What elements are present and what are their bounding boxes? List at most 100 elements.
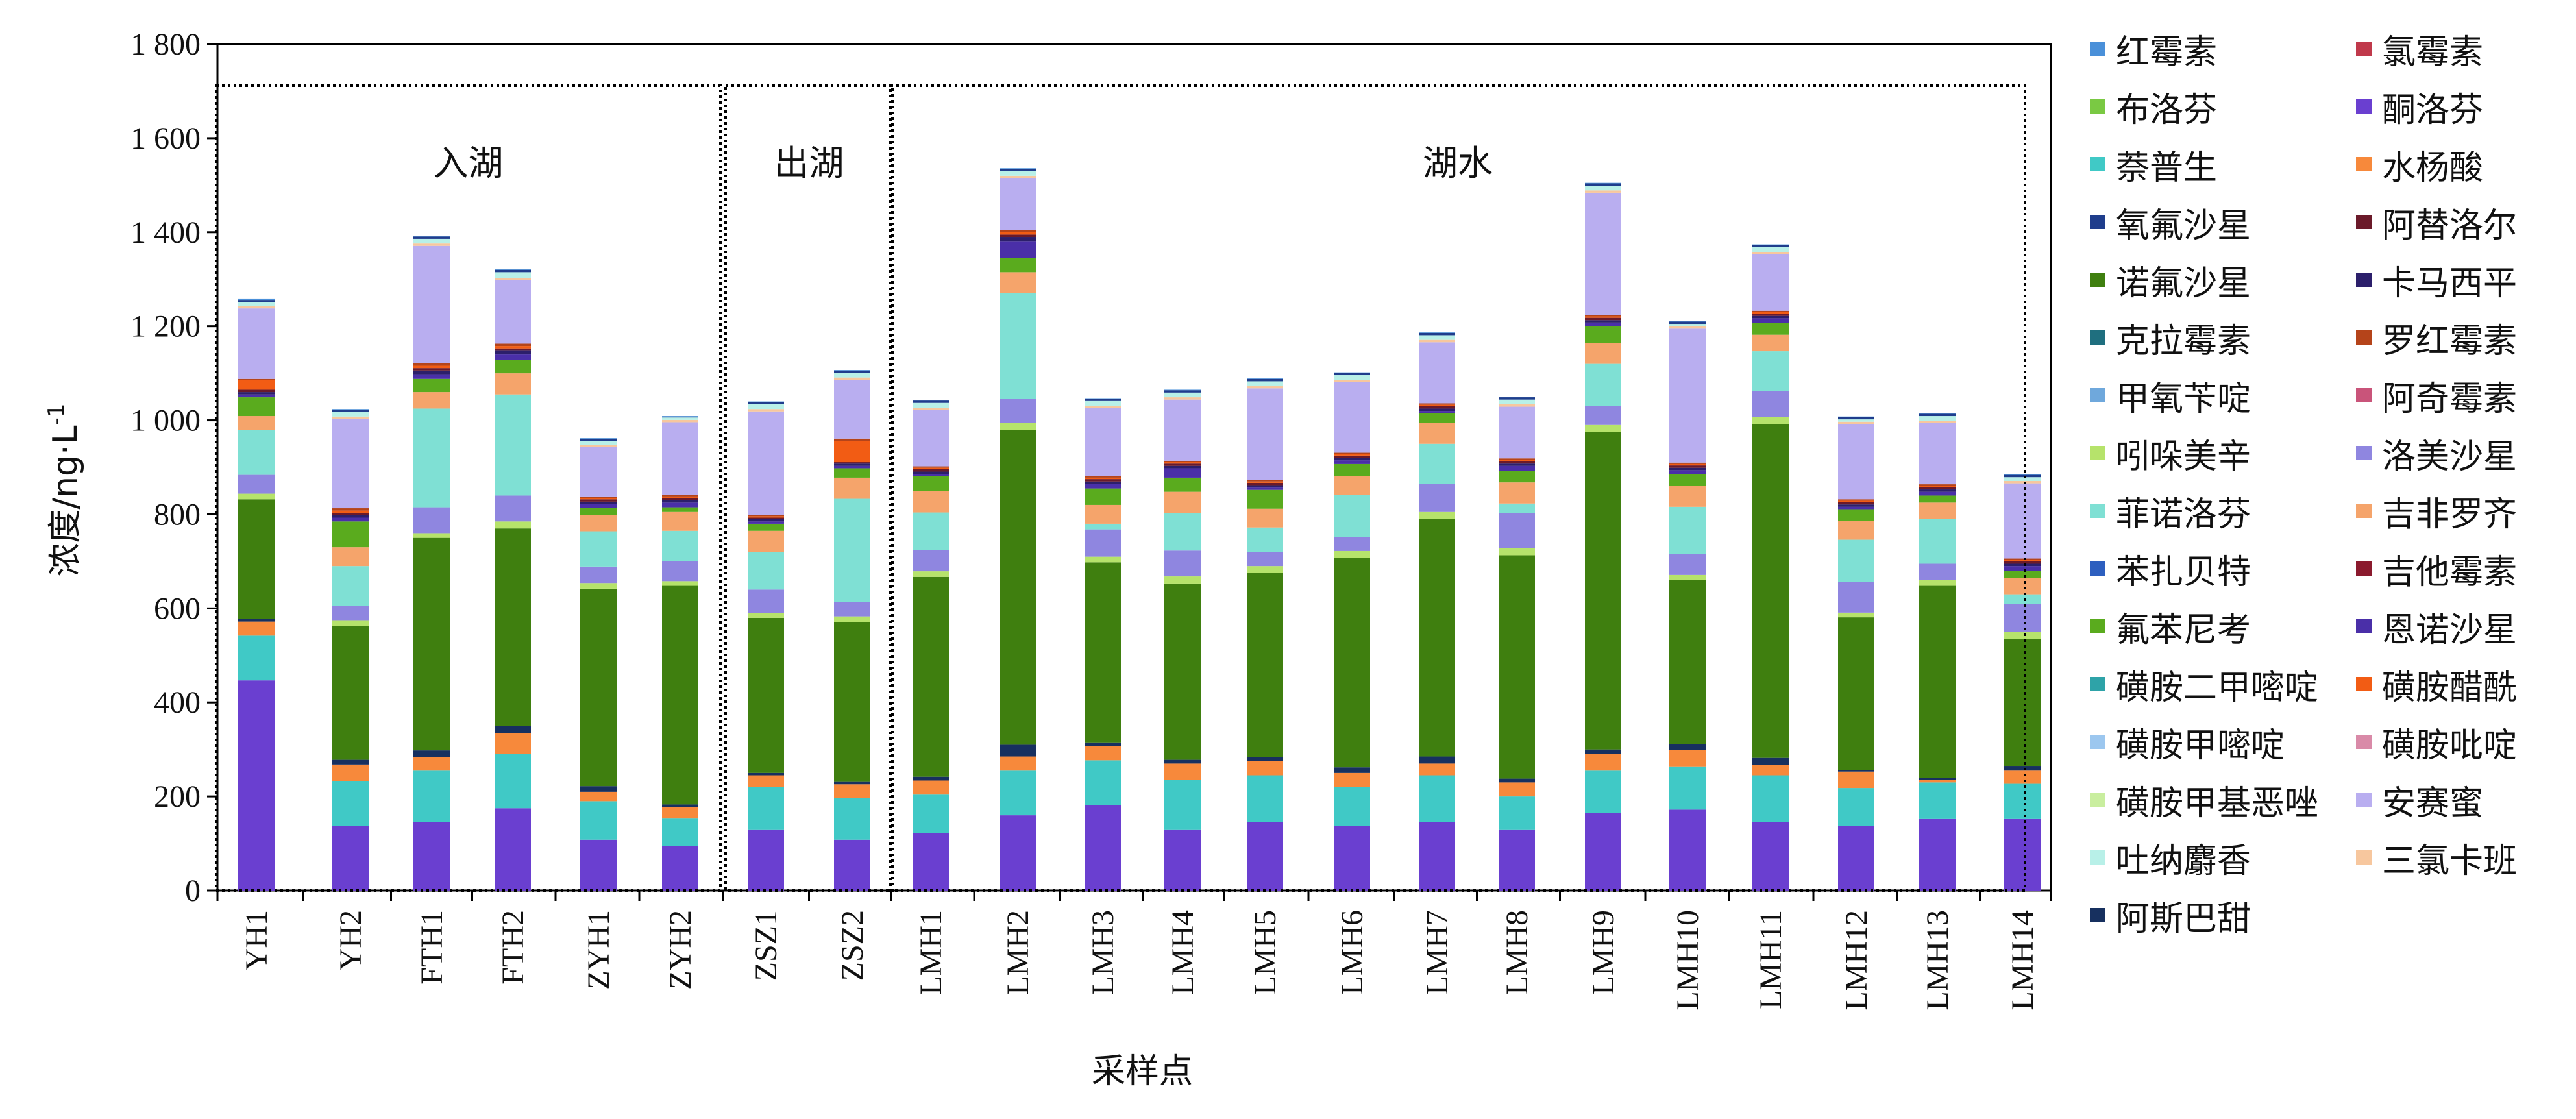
group-boxes: 入湖 出湖 湖水 — [215, 84, 2026, 892]
bar-segment-吉非罗齐 — [1838, 521, 1874, 540]
bar-segment-罗红霉素 — [1585, 315, 1621, 317]
bar-stack-LMH5 — [1247, 378, 1283, 891]
bar-segment-氧氟沙星 — [1919, 413, 1956, 417]
bar-segment-酮洛芬 — [238, 680, 275, 891]
legend-label: 诺氟沙星 — [2116, 264, 2251, 303]
bar-segment-酮洛芬 — [1000, 815, 1036, 891]
legend: 红霉素布洛芬萘普生氧氟沙星诺氟沙星克拉霉素甲氧苄啶吲哚美辛菲诺洛芬苯扎贝特氟苯尼… — [2090, 33, 2517, 939]
legend-label: 吲哚美辛 — [2116, 437, 2251, 476]
bar-segment-红霉素 — [1164, 389, 1201, 391]
bar-segment-氟苯尼考 — [1585, 326, 1621, 343]
bar-segment-磺胺醋酰 — [1919, 486, 1956, 487]
bar-segment-水杨酸 — [662, 807, 698, 819]
bar-segment-诺氟沙星 — [662, 585, 698, 805]
bar-segment-洛美沙星 — [1919, 563, 1956, 580]
bar-segment-阿斯巴甜 — [1499, 778, 1535, 783]
bar-stack-LMH8 — [1499, 397, 1535, 891]
bar-segment-菲诺洛芬 — [834, 498, 870, 602]
bar-segment-三氯卡班 — [2004, 481, 2041, 484]
bar-segment-萘普生 — [1247, 775, 1283, 822]
bar-segment-萘普生 — [413, 770, 450, 822]
bar-segment-罗红霉素 — [1752, 310, 1789, 312]
legend-item: 氧氟沙星 — [2090, 206, 2251, 245]
bar-segment-诺氟沙星 — [1919, 585, 1956, 778]
bar-segment-吐纳麝香 — [332, 412, 369, 417]
bar-segment-氟苯尼考 — [1499, 471, 1535, 483]
bar-segment-氟苯尼考 — [748, 523, 784, 531]
y-tick-label: 0 — [185, 874, 201, 908]
bar-segment-阿斯巴甜 — [413, 750, 450, 757]
bar-segment-阿斯巴甜 — [1334, 767, 1370, 773]
bar-segment-恩诺沙星 — [332, 517, 369, 522]
bar-segment-磺胺醋酰 — [1419, 404, 1455, 406]
bar-segment-阿替洛尔 — [580, 499, 617, 502]
bar-segment-洛美沙星 — [495, 495, 531, 522]
bar-segment-安赛蜜 — [1585, 192, 1621, 315]
bar-segment-吐纳麝香 — [1499, 399, 1535, 404]
bar-segment-阿斯巴甜 — [1585, 749, 1621, 754]
group-box-出湖 — [724, 84, 894, 892]
bar-segment-安赛蜜 — [1000, 178, 1036, 230]
bar-segment-卡马西平 — [1669, 467, 1706, 471]
legend-label: 磺胺甲基恶唑 — [2116, 784, 2318, 823]
bar-segment-萘普生 — [2004, 783, 2041, 819]
legend-label: 萘普生 — [2116, 149, 2217, 188]
bar-segment-酮洛芬 — [1669, 809, 1706, 891]
bar-segment-阿替洛尔 — [913, 469, 949, 472]
legend-item: 布洛芬 — [2090, 91, 2217, 130]
bar-segment-洛美沙星 — [748, 589, 784, 613]
bar-segment-菲诺洛芬 — [1499, 503, 1535, 513]
bar-segment-阿斯巴甜 — [1838, 770, 1874, 772]
bar-segment-氟苯尼考 — [1000, 258, 1036, 273]
legend-item: 恩诺沙星 — [2356, 611, 2517, 650]
bar-segment-卡马西平 — [1000, 237, 1036, 242]
legend-swatch — [2090, 677, 2105, 691]
bar-segment-酮洛芬 — [495, 808, 531, 891]
bar-segment-吐纳麝香 — [748, 404, 784, 410]
bar-segment-吲哚美辛 — [913, 571, 949, 577]
bar-segment-萘普生 — [1419, 775, 1455, 822]
bar-segment-酮洛芬 — [1919, 818, 1956, 891]
bar-segment-诺氟沙星 — [1085, 562, 1121, 743]
bar-segment-安赛蜜 — [1164, 399, 1201, 461]
bar-segment-菲诺洛芬 — [1164, 513, 1201, 551]
bar-segment-阿替洛尔 — [1838, 502, 1874, 505]
bar-segment-三氯卡班 — [1499, 404, 1535, 407]
bar-segment-菲诺洛芬 — [1334, 495, 1370, 537]
legend-item: 甲氧苄啶 — [2090, 380, 2251, 419]
y-tick-label: 1 600 — [130, 121, 201, 156]
x-tick-label: ZSZ1 — [749, 910, 783, 981]
legend-label: 磺胺醋酰 — [2382, 669, 2517, 707]
bar-segment-氧氟沙星 — [834, 370, 870, 373]
bar-segment-安赛蜜 — [495, 280, 531, 344]
bar-segment-氧氟沙星 — [1838, 417, 1874, 420]
bar-segment-罗红霉素 — [238, 378, 275, 380]
bar-segment-萘普生 — [913, 794, 949, 833]
bar-segment-吉非罗齐 — [1334, 476, 1370, 495]
group-box-湖水 — [889, 84, 2026, 892]
bar-segment-酮洛芬 — [748, 829, 784, 891]
legend-item: 磺胺醋酰 — [2356, 669, 2517, 707]
bar-segment-安赛蜜 — [662, 422, 698, 495]
bar-segment-恩诺沙星 — [1247, 487, 1283, 490]
bar-segment-氟苯尼考 — [1919, 495, 1956, 503]
legend-label: 磺胺甲嘧啶 — [2116, 726, 2285, 765]
bar-segment-罗红霉素 — [834, 438, 870, 441]
bar-segment-卡马西平 — [1752, 315, 1789, 319]
bar-segment-诺氟沙星 — [2004, 639, 2041, 767]
legend-swatch — [2090, 850, 2105, 865]
bar-segment-三氯卡班 — [1164, 397, 1201, 400]
bar-segment-氧氟沙星 — [1164, 390, 1201, 393]
y-tick-label: 1 800 — [130, 27, 201, 62]
bar-segment-罗红霉素 — [495, 343, 531, 347]
bar-segment-氟苯尼考 — [1752, 323, 1789, 335]
bar-segment-氟苯尼考 — [238, 397, 275, 417]
bar-segment-菲诺洛芬 — [748, 552, 784, 590]
bar-segment-吐纳麝香 — [1669, 324, 1706, 326]
bar-segment-吐纳麝香 — [1247, 381, 1283, 386]
bar-segment-吲哚美辛 — [1585, 424, 1621, 432]
bar-segment-三氯卡班 — [1838, 421, 1874, 424]
legend-swatch — [2356, 215, 2372, 229]
bar-segment-恩诺沙星 — [1752, 318, 1789, 323]
bar-segment-卡马西平 — [580, 501, 617, 504]
